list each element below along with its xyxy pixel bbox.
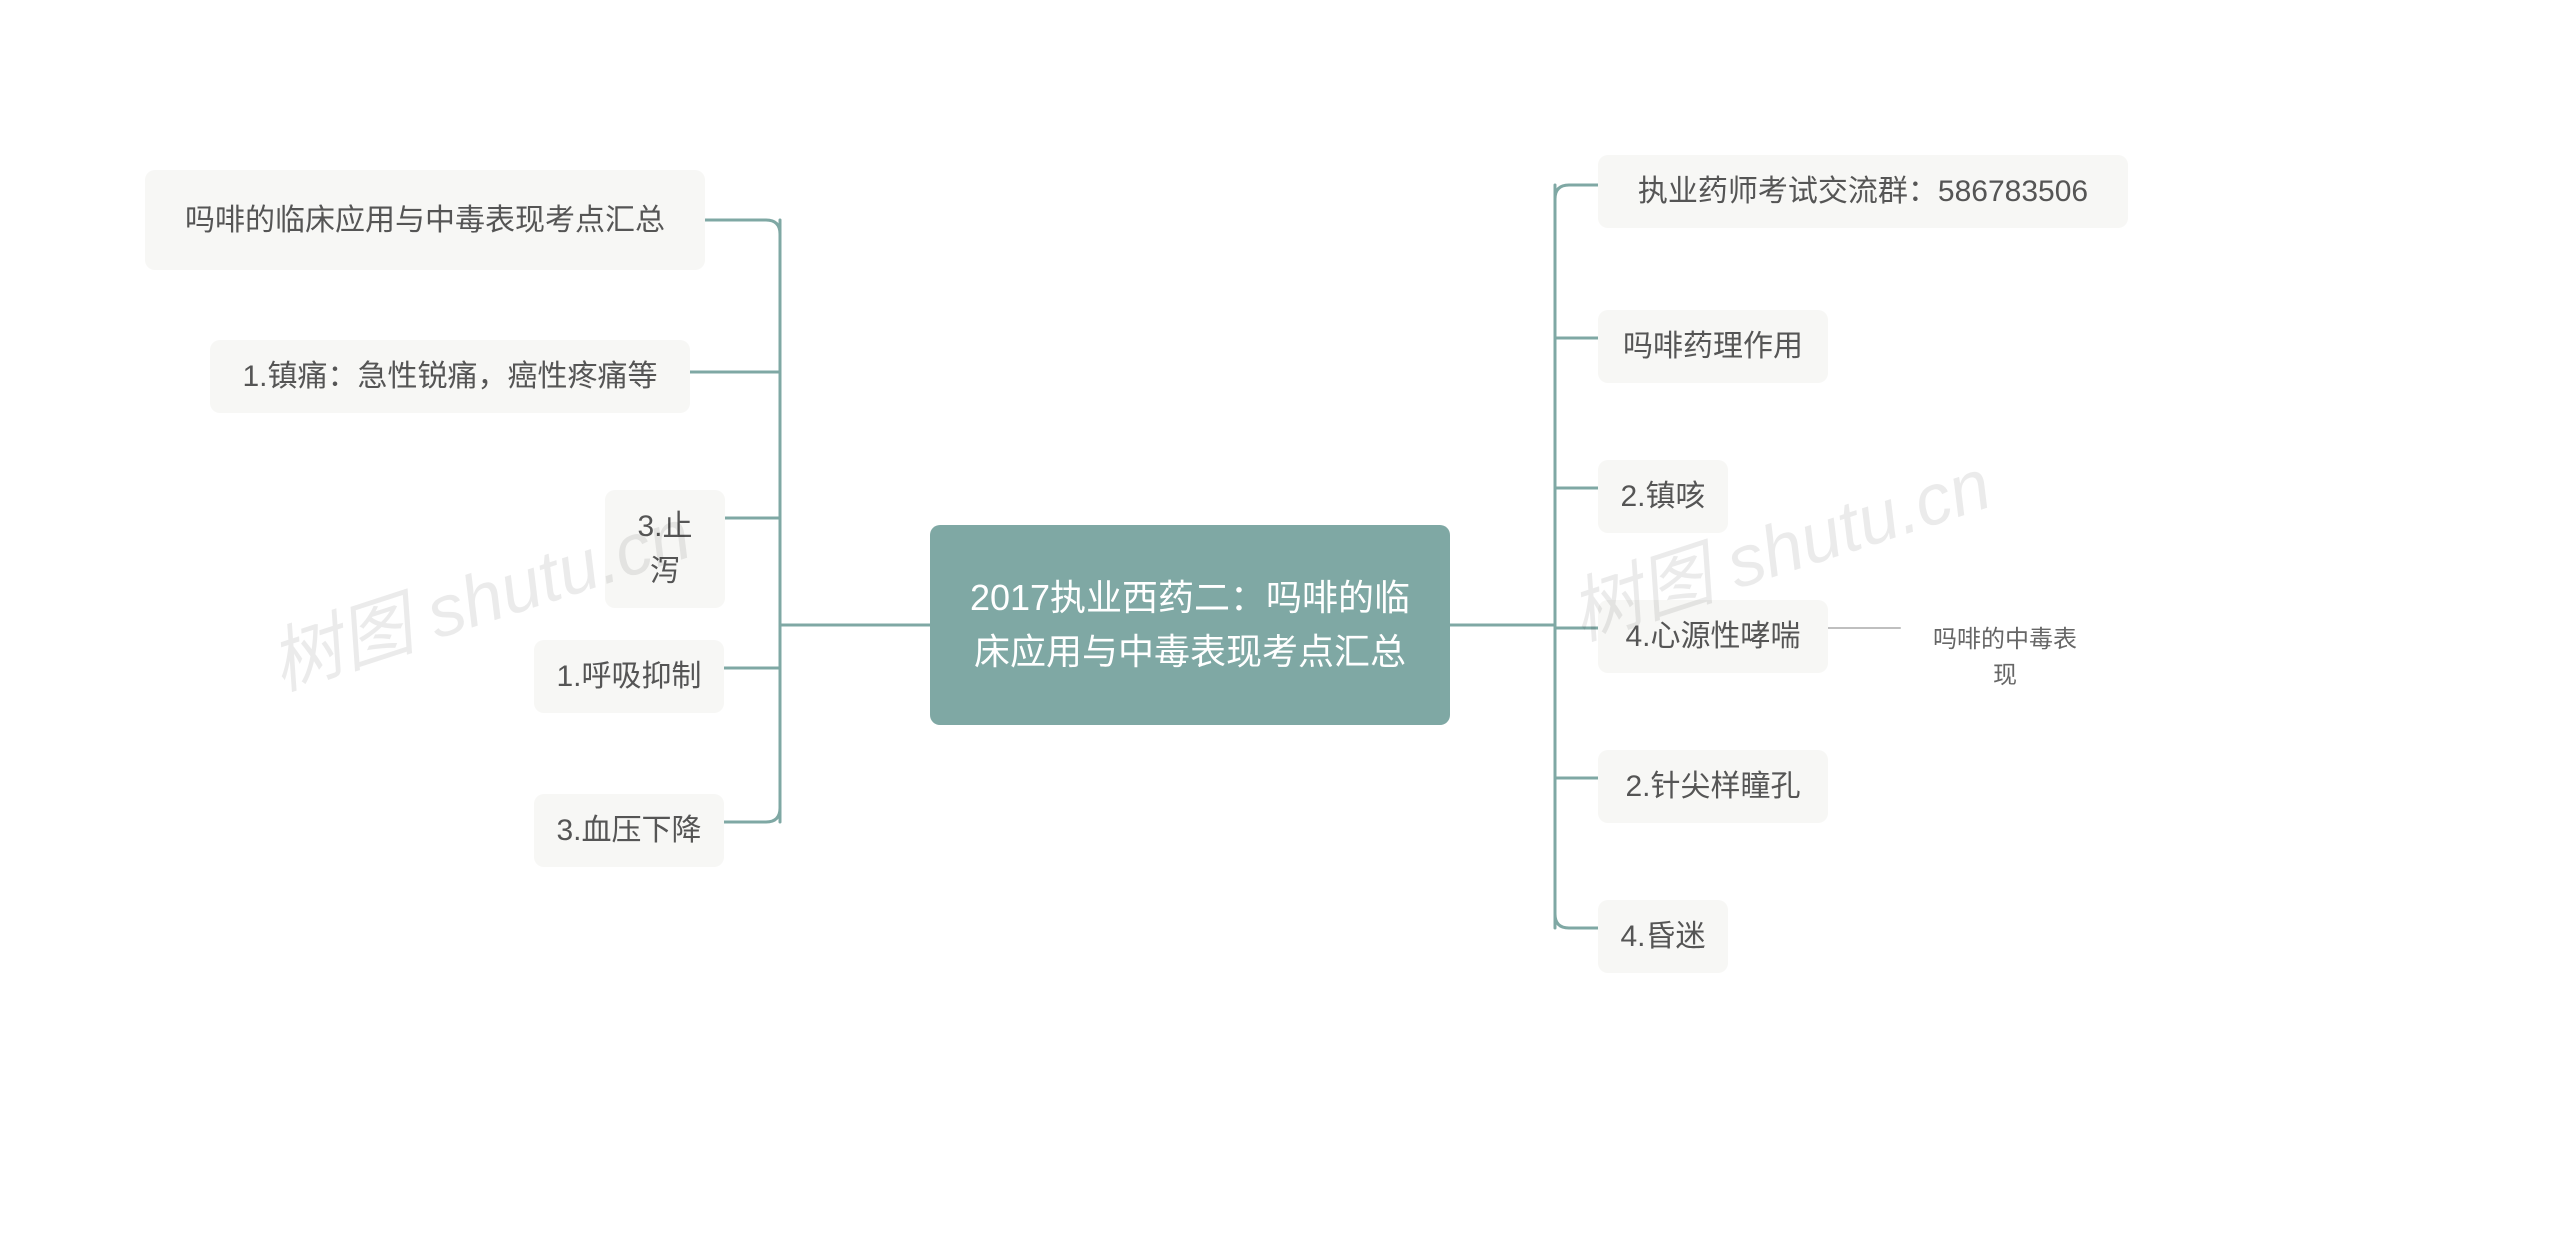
left-branch-3[interactable]: 1.呼吸抑制 xyxy=(534,640,724,713)
left-branch-4[interactable]: 3.血压下降 xyxy=(534,794,724,867)
right-branch-3[interactable]: 4.心源性哮喘 xyxy=(1598,600,1828,673)
left-branch-1[interactable]: 1.镇痛：急性锐痛，癌性疼痛等 xyxy=(210,340,690,413)
right-branch-5[interactable]: 4.昏迷 xyxy=(1598,900,1728,973)
right-branch-2[interactable]: 2.镇咳 xyxy=(1598,460,1728,533)
right-branch-0[interactable]: 执业药师考试交流群：586783506 xyxy=(1598,155,2128,228)
left-branch-0[interactable]: 吗啡的临床应用与中毒表现考点汇总 xyxy=(145,170,705,270)
right-branch-3-child-0[interactable]: 吗啡的中毒表现 xyxy=(1900,608,2110,708)
center-node[interactable]: 2017执业西药二：吗啡的临床应用与中毒表现考点汇总 xyxy=(930,525,1450,725)
right-branch-4[interactable]: 2.针尖样瞳孔 xyxy=(1598,750,1828,823)
right-branch-1[interactable]: 吗啡药理作用 xyxy=(1598,310,1828,383)
left-branch-2[interactable]: 3.止泻 xyxy=(605,490,725,608)
